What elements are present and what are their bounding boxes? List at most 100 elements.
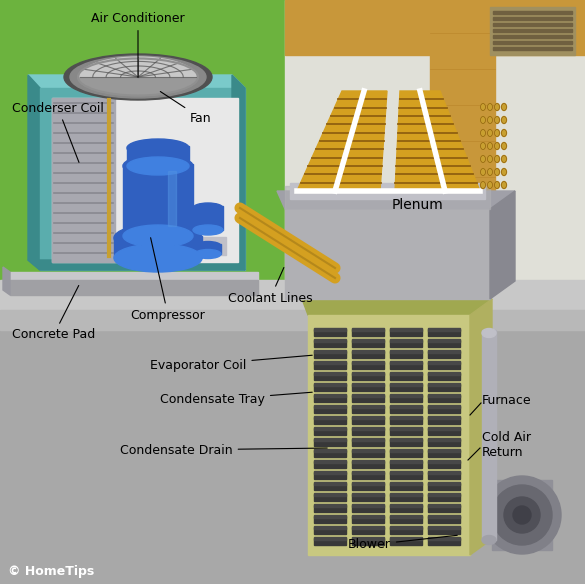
Ellipse shape: [114, 244, 202, 272]
Bar: [493, 35, 572, 38]
Bar: [352, 329, 384, 336]
Bar: [428, 383, 460, 386]
Bar: [428, 394, 460, 397]
Bar: [352, 383, 384, 386]
Bar: [390, 417, 422, 424]
Bar: [352, 339, 384, 342]
Bar: [314, 329, 346, 336]
Text: Air Conditioner: Air Conditioner: [91, 12, 185, 77]
Ellipse shape: [114, 224, 202, 252]
Text: Coolant Lines: Coolant Lines: [228, 267, 312, 304]
Ellipse shape: [501, 130, 507, 137]
Polygon shape: [52, 98, 238, 262]
Polygon shape: [28, 75, 40, 270]
Bar: [390, 405, 422, 408]
Bar: [390, 372, 422, 375]
Polygon shape: [28, 75, 245, 88]
Bar: [428, 493, 460, 496]
Bar: [428, 538, 460, 545]
Bar: [314, 472, 346, 479]
Bar: [352, 373, 384, 380]
Ellipse shape: [64, 54, 212, 100]
Bar: [493, 23, 572, 26]
Bar: [390, 438, 422, 441]
Ellipse shape: [487, 130, 493, 137]
Bar: [428, 450, 460, 457]
Bar: [428, 417, 460, 424]
Bar: [352, 439, 384, 446]
Bar: [352, 405, 384, 408]
Bar: [193, 206, 223, 230]
Polygon shape: [490, 191, 515, 299]
Bar: [352, 384, 384, 391]
Polygon shape: [232, 75, 245, 270]
Bar: [390, 439, 422, 446]
Bar: [390, 504, 422, 507]
Bar: [195, 244, 221, 254]
Bar: [352, 494, 384, 501]
Bar: [352, 340, 384, 347]
Polygon shape: [302, 299, 492, 315]
Ellipse shape: [504, 497, 540, 533]
Bar: [482, 330, 496, 540]
Bar: [428, 483, 460, 490]
Bar: [428, 516, 460, 523]
Text: Furnace: Furnace: [482, 394, 532, 406]
Bar: [390, 340, 422, 347]
Ellipse shape: [487, 169, 493, 176]
Ellipse shape: [487, 103, 493, 110]
Bar: [390, 527, 422, 534]
Ellipse shape: [483, 476, 561, 554]
Bar: [314, 383, 346, 386]
Text: Concrete Pad: Concrete Pad: [12, 286, 95, 342]
Ellipse shape: [487, 182, 493, 189]
Bar: [314, 395, 346, 402]
Polygon shape: [40, 88, 245, 270]
Bar: [314, 483, 346, 490]
Bar: [390, 483, 422, 490]
Ellipse shape: [501, 142, 507, 150]
Bar: [352, 472, 384, 479]
Bar: [390, 416, 422, 419]
Ellipse shape: [480, 130, 486, 137]
Bar: [314, 362, 346, 369]
Bar: [314, 328, 346, 331]
Ellipse shape: [127, 139, 189, 157]
Bar: [390, 449, 422, 452]
Bar: [428, 526, 460, 529]
Bar: [428, 438, 460, 441]
Bar: [493, 29, 572, 32]
Bar: [314, 406, 346, 413]
Bar: [352, 428, 384, 435]
Bar: [352, 471, 384, 474]
Ellipse shape: [494, 116, 500, 123]
Bar: [314, 427, 346, 430]
Bar: [352, 504, 384, 507]
Bar: [428, 482, 460, 485]
Bar: [314, 373, 346, 380]
Bar: [390, 460, 422, 463]
Polygon shape: [277, 191, 515, 209]
Bar: [352, 482, 384, 485]
Ellipse shape: [501, 169, 507, 176]
Bar: [390, 383, 422, 386]
Bar: [314, 526, 346, 529]
Ellipse shape: [494, 103, 500, 110]
Bar: [390, 450, 422, 457]
Ellipse shape: [195, 242, 221, 251]
Bar: [428, 428, 460, 435]
Bar: [352, 416, 384, 419]
Bar: [390, 471, 422, 474]
Bar: [390, 362, 422, 369]
Bar: [390, 406, 422, 413]
Bar: [314, 450, 346, 457]
Polygon shape: [285, 186, 490, 209]
Bar: [390, 339, 422, 342]
Bar: [390, 482, 422, 485]
Bar: [314, 537, 346, 540]
Bar: [493, 47, 572, 50]
Text: Evaporator Coil: Evaporator Coil: [150, 355, 312, 371]
Bar: [285, 209, 490, 299]
Bar: [428, 527, 460, 534]
Bar: [314, 460, 346, 463]
